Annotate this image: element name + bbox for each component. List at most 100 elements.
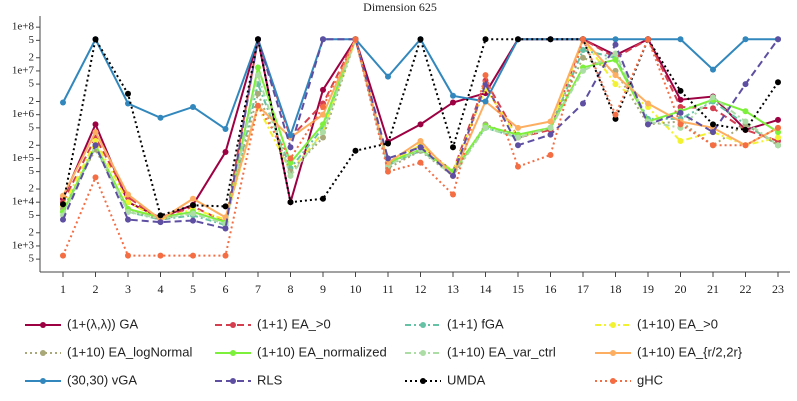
series-point xyxy=(190,210,196,217)
series-point xyxy=(320,134,326,141)
series-point xyxy=(190,202,196,209)
series-point xyxy=(612,81,619,88)
series-point xyxy=(125,90,131,97)
series-point xyxy=(385,168,391,175)
y-tick-label: 5 xyxy=(29,34,35,46)
x-tick-label: 11 xyxy=(382,282,394,296)
series-point xyxy=(742,126,749,133)
x-tick-label: 17 xyxy=(577,282,589,296)
series-line xyxy=(62,35,779,224)
series-point xyxy=(710,142,716,149)
series-point xyxy=(352,36,359,43)
series-point xyxy=(385,155,391,162)
series-point xyxy=(60,201,66,208)
series-point xyxy=(222,225,229,232)
series-point xyxy=(92,129,99,136)
series-point xyxy=(775,124,781,131)
series-point xyxy=(385,140,391,147)
series-point xyxy=(125,199,131,206)
x-tick-label: 3 xyxy=(125,282,131,296)
series-point xyxy=(612,72,619,79)
series-point xyxy=(255,72,261,79)
series-point xyxy=(125,100,131,107)
series-point xyxy=(515,36,521,43)
y-tick-label: 1e+4 xyxy=(12,196,35,208)
x-tick-label: 14 xyxy=(480,282,492,296)
series-line xyxy=(62,35,779,224)
legend-label: RLS xyxy=(257,372,283,387)
series-point xyxy=(612,50,619,57)
x-tick-label: 16 xyxy=(545,282,557,296)
y-tick-label: 5 xyxy=(29,121,35,133)
y-tick-label: 2 xyxy=(29,95,35,107)
x-tick-label: 2 xyxy=(93,282,99,296)
series-point xyxy=(320,86,326,93)
series-point xyxy=(612,115,619,122)
y-tick-label: 2 xyxy=(29,183,35,195)
x-tick-label: 7 xyxy=(255,282,261,296)
y-tick-label: 1e+7 xyxy=(12,64,35,76)
series-point xyxy=(677,96,684,103)
x-tick-label: 18 xyxy=(610,282,622,296)
x-tick-label: 23 xyxy=(772,282,784,296)
x-tick-label: 1 xyxy=(60,282,66,296)
series-line xyxy=(62,35,779,217)
x-tick-label: 12 xyxy=(415,282,427,296)
legend-marker xyxy=(610,378,616,384)
series-point xyxy=(92,121,99,128)
series-point xyxy=(287,155,294,162)
x-tick-label: 13 xyxy=(447,282,459,296)
series-point xyxy=(450,99,456,106)
series-point xyxy=(92,36,99,43)
series-point xyxy=(612,56,619,63)
x-tick-label: 4 xyxy=(158,282,164,296)
legend-marker xyxy=(230,378,236,384)
series-point xyxy=(482,98,489,105)
legend-marker xyxy=(420,378,426,384)
y-tick-label: 5 xyxy=(29,253,35,265)
y-tick-label: 5 xyxy=(29,78,35,90)
series-point xyxy=(255,90,261,97)
y-tick-label: 5 xyxy=(29,165,35,177)
series-point xyxy=(417,159,424,166)
series-point xyxy=(677,87,684,94)
series-point xyxy=(125,216,131,223)
y-tick-label: 1e+8 xyxy=(12,21,35,33)
series-point xyxy=(222,252,229,259)
series-point xyxy=(580,100,586,107)
x-tick-label: 15 xyxy=(512,282,524,296)
series-point xyxy=(255,36,261,43)
legend-label: (1+10) EA_var_ctrl xyxy=(447,344,556,359)
series-point xyxy=(125,208,131,215)
series-point xyxy=(92,174,99,181)
series-point xyxy=(742,36,749,43)
series-point xyxy=(222,149,229,156)
series-line xyxy=(62,35,779,221)
legend-label: (1+(λ,λ)) GA xyxy=(67,316,138,331)
series-point xyxy=(775,142,781,149)
legend-label: (30,30) vGA xyxy=(67,372,137,387)
series-point xyxy=(547,151,554,158)
series-point xyxy=(92,142,99,149)
series-point xyxy=(417,144,424,151)
series-point xyxy=(190,252,196,259)
series-point xyxy=(60,192,66,199)
chart-title: Dimension 625 xyxy=(363,0,437,14)
series-point xyxy=(320,195,326,202)
y-tick-label: 1e+6 xyxy=(12,108,35,120)
series-point xyxy=(742,81,749,88)
x-tick-label: 20 xyxy=(675,282,687,296)
series-point xyxy=(320,103,326,110)
series-point xyxy=(710,66,716,73)
series-point xyxy=(645,36,651,43)
legend-marker xyxy=(40,378,46,384)
legend-marker xyxy=(40,322,46,328)
series-point xyxy=(515,124,521,131)
series-point xyxy=(612,36,619,43)
series-point xyxy=(450,191,456,198)
legend-marker xyxy=(610,350,616,356)
x-tick-label: 9 xyxy=(320,282,326,296)
series-point xyxy=(580,47,586,54)
series-point xyxy=(417,138,424,145)
series-point xyxy=(157,252,164,259)
